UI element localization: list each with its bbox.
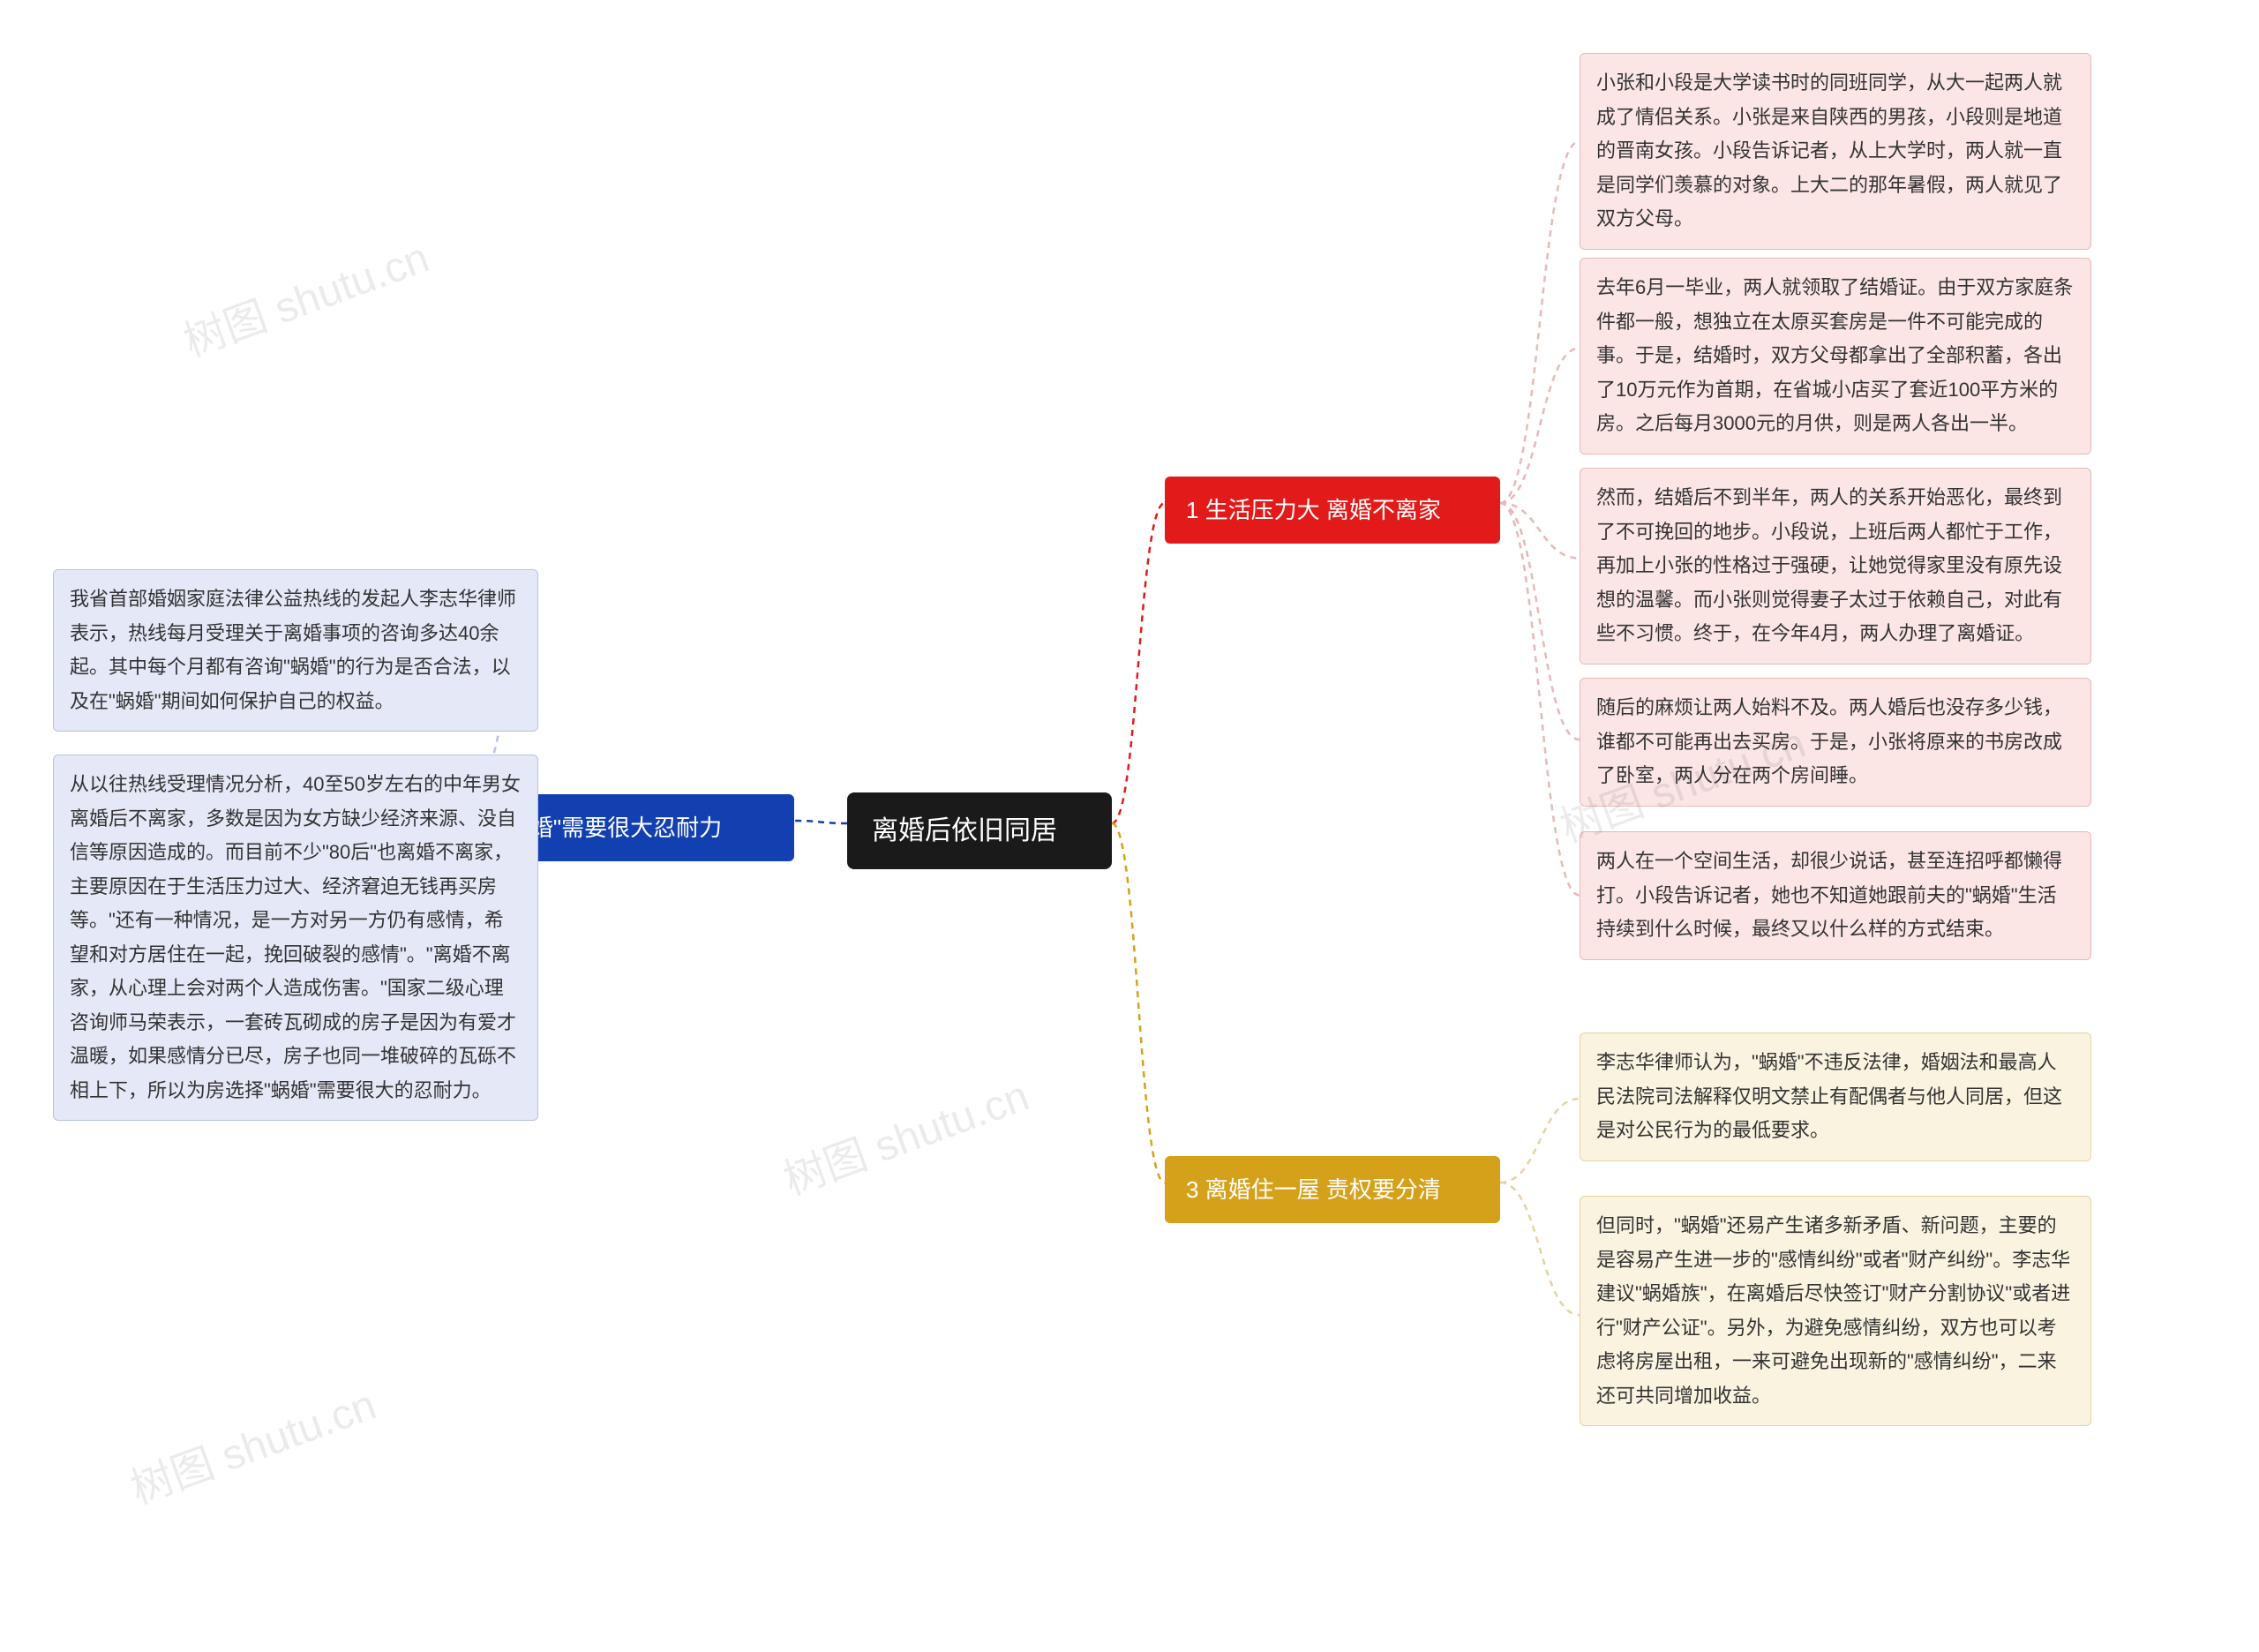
leaf-node[interactable]: 我省首部婚姻家庭法律公益热线的发起人李志华律师表示，热线每月受理关于离婚事项的咨… [53, 569, 538, 732]
watermark: 树图 shutu.cn [121, 1370, 383, 1515]
leaf-node[interactable]: 去年6月一毕业，两人就领取了结婚证。由于双方家庭条件都一般，想独立在太原买套房是… [1580, 258, 2091, 454]
watermark: 树图 shutu.cn [174, 222, 436, 368]
leaf-node[interactable]: 随后的麻烦让两人始料不及。两人婚后也没存多少钱，谁都不可能再出去买房。于是，小张… [1580, 678, 2091, 807]
leaf-node[interactable]: 小张和小段是大学读书时的同班同学，从大一起两人就成了情侣关系。小张是来自陕西的男… [1580, 53, 2091, 250]
root-node[interactable]: 离婚后依旧同居 [847, 792, 1112, 869]
leaf-node[interactable]: 但同时，"蜗婚"还易产生诸多新矛盾、新问题，主要的是容易产生进一步的"感情纠纷"… [1580, 1196, 2091, 1426]
leaf-node[interactable]: 两人在一个空间生活，却很少说话，甚至连招呼都懒得打。小段告诉记者，她也不知道她跟… [1580, 831, 2091, 960]
leaf-node[interactable]: 从以往热线受理情况分析，40至50岁左右的中年男女离婚后不离家，多数是因为女方缺… [53, 755, 538, 1121]
branch-node-b3[interactable]: 3 离婚住一屋 责权要分清 [1165, 1156, 1500, 1223]
leaf-node[interactable]: 然而，结婚后不到半年，两人的关系开始恶化，最终到了不可挽回的地步。小段说，上班后… [1580, 468, 2091, 665]
branch-node-b1[interactable]: 1 生活压力大 离婚不离家 [1165, 477, 1500, 544]
leaf-node[interactable]: 李志华律师认为，"蜗婚"不违反法律，婚姻法和最高人民法院司法解释仅明文禁止有配偶… [1580, 1032, 2091, 1161]
watermark: 树图 shutu.cn [774, 1061, 1036, 1206]
